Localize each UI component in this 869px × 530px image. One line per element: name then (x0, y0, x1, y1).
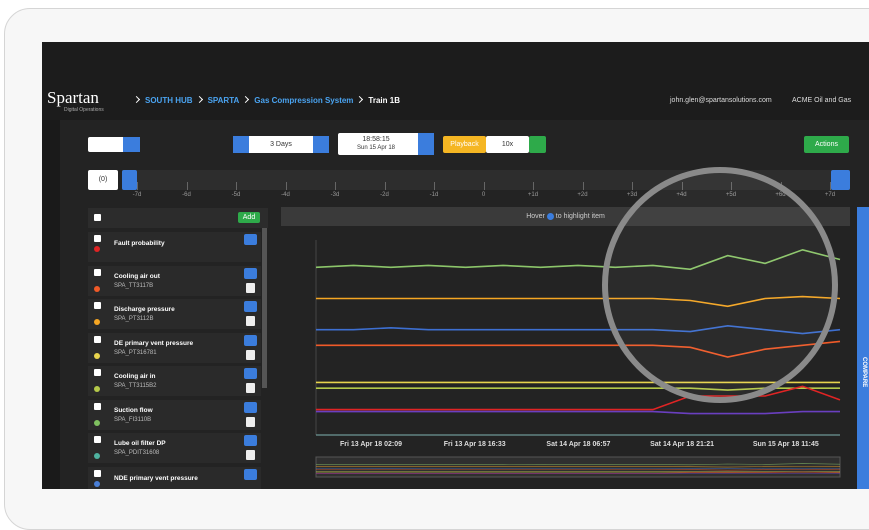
x-tick-label: Fri 13 Apr 18 16:33 (444, 441, 506, 448)
chart: Fri 13 Apr 18 02:09 Fri 13 Apr 18 16:33 Sa… (0, 0, 869, 489)
series-line (316, 412, 840, 414)
x-tick-label: Sun 15 Apr 18 11:45 (753, 441, 819, 448)
x-tick-label: Fri 13 Apr 18 02:09 (340, 441, 402, 448)
x-tick-label: Sat 14 Apr 18 21:21 (650, 441, 714, 448)
x-tick-label: Sat 14 Apr 18 06:57 (546, 441, 610, 448)
magnifier (605, 170, 835, 400)
